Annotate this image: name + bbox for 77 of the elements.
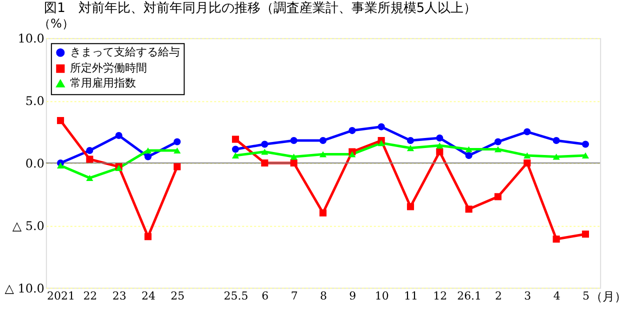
point	[86, 174, 94, 182]
point	[232, 136, 240, 143]
x-tick-label: 2021	[47, 289, 75, 302]
legend-label: きまって支給する給与	[70, 46, 180, 59]
x-tick-label: 3	[524, 289, 532, 302]
x-tick-label: 9	[349, 289, 356, 302]
point	[86, 156, 94, 163]
x-tick-label: 10	[374, 289, 389, 302]
point	[290, 159, 298, 167]
point	[406, 144, 414, 152]
legend-label: 常用雇用指数	[70, 76, 136, 90]
point	[552, 154, 560, 160]
point	[524, 159, 531, 167]
point	[319, 136, 327, 144]
point	[494, 138, 502, 146]
point	[319, 151, 327, 158]
point	[494, 193, 502, 200]
point	[348, 127, 356, 134]
point	[436, 142, 444, 149]
chart-title: 図1 対前年比、対前年同月比の推移（調査産業計、事業所規模5人以上）	[44, 0, 477, 16]
point	[232, 146, 240, 153]
point	[582, 140, 590, 148]
point	[319, 209, 327, 216]
point	[552, 136, 560, 144]
x-tick-label: 25.5	[224, 289, 248, 302]
point	[261, 140, 268, 148]
x-tick-label: 6	[262, 289, 269, 302]
point	[174, 138, 181, 146]
point	[174, 147, 181, 154]
x-tick-label: 5	[582, 289, 590, 302]
x-tick-label: 24	[142, 289, 156, 302]
y-tick-label: △ 5.0	[12, 218, 44, 233]
point	[406, 136, 414, 144]
x-tick-label: 8	[320, 289, 327, 302]
x-tick-label: 4	[553, 289, 560, 302]
point	[232, 152, 240, 159]
x-axis-title: （月）	[590, 289, 627, 304]
point	[465, 146, 472, 152]
x-tick-label: 23	[112, 289, 126, 302]
y-axis-title: （%）	[38, 16, 74, 31]
x-tick-label: 7	[290, 289, 298, 302]
point	[56, 162, 64, 169]
x-tick-label: 22	[83, 289, 98, 302]
point	[261, 148, 268, 155]
point	[436, 148, 444, 156]
legend-label: 所定外労働時間	[70, 62, 147, 75]
point	[290, 136, 298, 144]
point	[174, 163, 181, 170]
point	[436, 134, 444, 142]
point	[261, 159, 268, 167]
point	[56, 117, 64, 124]
x-tick-label: 2	[494, 289, 502, 302]
y-tick-label: 10.0	[18, 32, 44, 46]
x-tick-label: 26.1	[457, 289, 482, 302]
point	[348, 151, 356, 158]
point	[144, 233, 152, 240]
x-tick-label: 11	[404, 289, 418, 302]
x-tick-label: 12	[433, 289, 448, 302]
point	[144, 153, 152, 160]
point	[378, 123, 385, 130]
point	[465, 152, 472, 160]
point	[406, 203, 414, 210]
point	[524, 128, 531, 136]
point	[465, 206, 472, 213]
point	[86, 146, 94, 154]
point	[290, 154, 298, 160]
point	[494, 146, 502, 152]
x-tick-label: 25	[170, 289, 185, 302]
point	[524, 152, 531, 159]
point	[582, 152, 590, 159]
point	[552, 236, 560, 243]
point	[582, 230, 590, 238]
y-tick-label: △ 10.0	[4, 281, 44, 296]
point	[115, 132, 122, 140]
point	[378, 140, 385, 146]
y-tick-label: 5.0	[25, 94, 44, 108]
y-tick-label: 0.0	[25, 156, 44, 170]
